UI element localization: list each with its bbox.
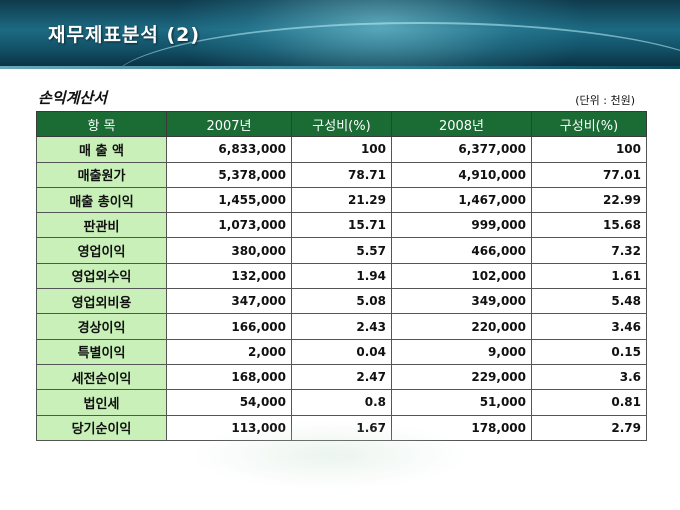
value-2007: 1,073,000 [166,212,292,239]
value-2008: 1,467,000 [391,186,532,214]
slide-title: 재무제표분석 (2) [48,24,201,46]
ratio-2008: 3.6 [531,363,647,391]
header-divider [0,66,680,69]
value-2008: 999,000 [391,212,532,239]
ratio-2007: 2.47 [291,363,392,391]
ratio-2008: 5.48 [531,288,647,315]
ratio-2008: 1.61 [531,262,647,290]
value-2008: 51,000 [391,389,532,416]
value-2007: 6,833,000 [166,136,292,163]
ratio-2007: 1.94 [291,262,392,290]
value-2008: 178,000 [391,414,532,441]
ratio-2008: 0.81 [531,389,647,416]
value-2008: 6,377,000 [391,136,532,163]
slide-header: 재무제표분석 (2) [0,0,680,66]
column-header-ratio-2007: 구성비(%) [291,110,392,138]
ratio-2007: 5.57 [291,237,392,264]
value-2008: 9,000 [391,338,532,365]
row-label: 영업외비용 [36,288,167,315]
value-2008: 229,000 [391,363,532,391]
value-2007: 168,000 [166,363,292,391]
value-2007: 380,000 [166,237,292,264]
table-row: 영업이익 380,000 5.57 466,000 7.32 [36,237,647,264]
table-row: 매 출 액 6,833,000 100 6,377,000 100 [36,136,647,163]
value-2007: 1,455,000 [166,186,292,214]
table-row: 법인세 54,000 0.8 51,000 0.81 [36,389,647,416]
ratio-2007: 100 [291,136,392,163]
ratio-2007: 0.8 [291,389,392,416]
header-arc [110,22,680,66]
column-header-ratio-2008: 구성비(%) [531,110,647,138]
row-label: 영업이익 [36,237,167,264]
ratio-2008: 7.32 [531,237,647,264]
value-2008: 220,000 [391,313,532,340]
table-row: 영업외비용 347,000 5.08 349,000 5.48 [36,288,647,315]
row-label: 특별이익 [36,338,167,365]
section-title: 손익계산서 [38,89,108,107]
ratio-2007: 2.43 [291,313,392,340]
unit-label: (단위 : 천원) [575,94,635,107]
ratio-2007: 1.67 [291,414,392,441]
row-label: 매출 총이익 [36,186,167,214]
table-row: 당기순이익 113,000 1.67 178,000 2.79 [36,414,647,441]
row-label: 영업외수익 [36,262,167,290]
ratio-2007: 15.71 [291,212,392,239]
value-2008: 102,000 [391,262,532,290]
table-row: 특별이익 2,000 0.04 9,000 0.15 [36,338,647,365]
value-2007: 132,000 [166,262,292,290]
table-row: 판관비 1,073,000 15.71 999,000 15.68 [36,212,647,239]
row-label: 법인세 [36,389,167,416]
ratio-2008: 100 [531,136,647,163]
ratio-2008: 15.68 [531,212,647,239]
ratio-2008: 0.15 [531,338,647,365]
value-2007: 2,000 [166,338,292,365]
table-header-row: 항 목 2007년 구성비(%) 2008년 구성비(%) [36,110,647,138]
ratio-2008: 77.01 [531,161,647,188]
ratio-2007: 78.71 [291,161,392,188]
row-label: 경상이익 [36,313,167,340]
value-2008: 349,000 [391,288,532,315]
table-row: 매출원가 5,378,000 78.71 4,910,000 77.01 [36,161,647,188]
table-row: 경상이익 166,000 2.43 220,000 3.46 [36,313,647,340]
row-label: 당기순이익 [36,414,167,441]
value-2007: 5,378,000 [166,161,292,188]
value-2007: 347,000 [166,288,292,315]
ratio-2007: 5.08 [291,288,392,315]
ratio-2008: 2.79 [531,414,647,441]
row-label: 매출원가 [36,161,167,188]
value-2007: 54,000 [166,389,292,416]
ratio-2007: 0.04 [291,338,392,365]
row-label: 판관비 [36,212,167,239]
ratio-2008: 3.46 [531,313,647,340]
value-2008: 466,000 [391,237,532,264]
row-label: 매 출 액 [36,136,167,163]
value-2007: 166,000 [166,313,292,340]
column-header-2008: 2008년 [391,110,532,138]
column-header-2007: 2007년 [166,110,292,138]
row-label: 세전순이익 [36,363,167,391]
ratio-2008: 22.99 [531,186,647,214]
income-statement-table: 항 목 2007년 구성비(%) 2008년 구성비(%) 매 출 액 6,833… [36,110,647,441]
table-row: 영업외수익 132,000 1.94 102,000 1.61 [36,262,647,290]
table-row: 세전순이익 168,000 2.47 229,000 3.6 [36,363,647,391]
ratio-2007: 21.29 [291,186,392,214]
value-2008: 4,910,000 [391,161,532,188]
table-row: 매출 총이익 1,455,000 21.29 1,467,000 22.99 [36,186,647,214]
column-header-item: 항 목 [36,110,167,138]
value-2007: 113,000 [166,414,292,441]
